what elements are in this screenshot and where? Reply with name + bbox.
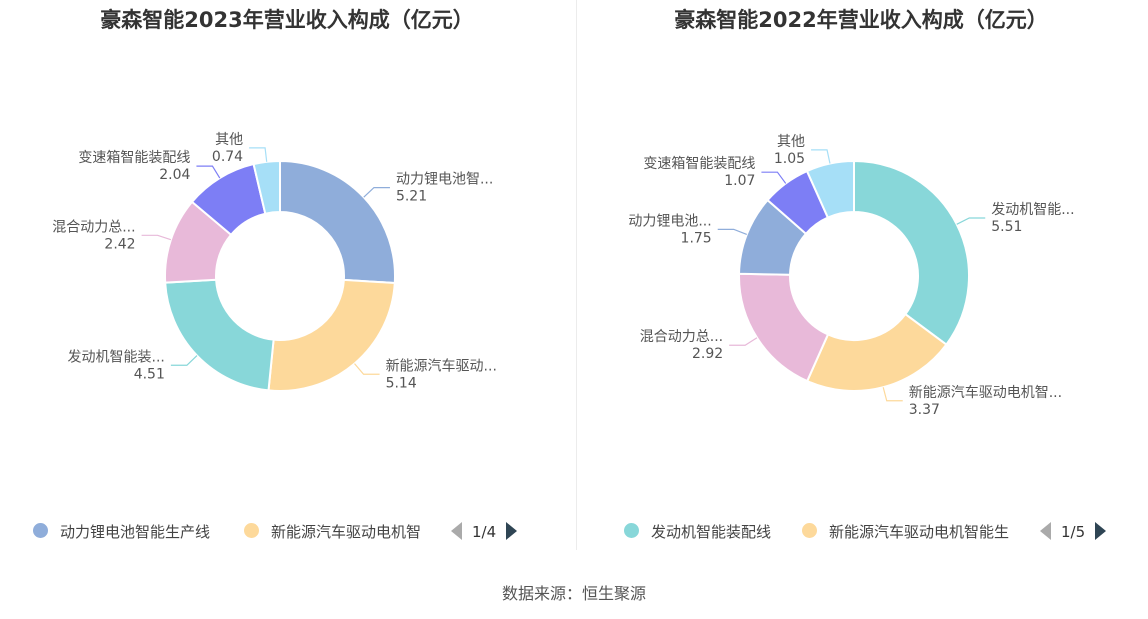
slice-value: 5.21 bbox=[396, 189, 427, 205]
donut-chart-2022: 发动机智能...5.51 新能源汽车驱动电机智...3.37 混合动力总...2.9… bbox=[628, 134, 1074, 418]
legend-page-number: 1/5 bbox=[1061, 523, 1086, 541]
leader-line bbox=[363, 187, 390, 198]
slice-label: 混合动力总... bbox=[52, 219, 135, 235]
slice-label: 变速箱智能装配线 bbox=[78, 150, 190, 166]
pie-slice-1[interactable] bbox=[853, 159, 970, 346]
panel-divider bbox=[576, 0, 577, 550]
legend-label: 新能源汽车驱动电机智 bbox=[271, 523, 422, 541]
slice-label: 发动机智能装... bbox=[68, 349, 165, 365]
slice-value: 0.74 bbox=[212, 149, 243, 165]
next-page-icon[interactable] bbox=[1095, 521, 1107, 540]
leader-line bbox=[729, 337, 758, 346]
next-page-icon[interactable] bbox=[506, 521, 518, 540]
slice-label: 其他 bbox=[215, 132, 243, 148]
legend-label: 新能源汽车驱动电机智能生 bbox=[829, 523, 1010, 541]
leader-line bbox=[956, 217, 986, 225]
leader-line bbox=[717, 228, 747, 235]
chart-panel-2023: 豪森智能2023年营业收入构成（亿元） 动力锂电池智... 5.21 新能源汽车驱动… bbox=[0, 0, 574, 560]
chart-title: 豪森智能2022年营业收入构成（亿元） bbox=[674, 8, 1048, 32]
slice-value: 3.37 bbox=[909, 402, 940, 418]
legend-item-2[interactable]: 新能源汽车驱动电机智能生 bbox=[802, 520, 1009, 544]
pie-slice-6[interactable] bbox=[252, 159, 281, 215]
leader-line bbox=[354, 363, 380, 375]
legend-pager: 1/4 bbox=[451, 520, 518, 544]
legend-label: 动力锂电池智能生产线 bbox=[60, 523, 211, 541]
leader-line bbox=[882, 387, 903, 402]
pie-slice-3[interactable] bbox=[164, 278, 275, 392]
legend-item-1[interactable]: 动力锂电池智能生产线 bbox=[33, 520, 210, 544]
slice-value: 2.04 bbox=[159, 167, 190, 183]
pie-slice-2[interactable] bbox=[805, 312, 948, 392]
slice-label: 其他 bbox=[777, 134, 805, 150]
slice-label: 新能源汽车驱动... bbox=[386, 357, 497, 374]
slice-label: 混合动力总... bbox=[640, 329, 723, 345]
legend-page-number: 1/4 bbox=[472, 523, 497, 541]
legend-label: 发动机智能装配线 bbox=[651, 523, 772, 541]
slice-value: 2.92 bbox=[692, 346, 723, 362]
prev-page-icon[interactable] bbox=[451, 521, 462, 540]
pie-slice-1[interactable] bbox=[279, 159, 396, 285]
slice-value: 4.51 bbox=[134, 366, 165, 382]
chart-panel-2022: 豪森智能2022年营业收入构成（亿元） 发动机智能... 5.51 新能源汽车驱动电… bbox=[574, 0, 1148, 560]
legend-swatch bbox=[802, 523, 817, 538]
slice-label: 发动机智能... bbox=[991, 202, 1074, 218]
leader-line bbox=[196, 165, 221, 179]
leader-line bbox=[249, 147, 268, 162]
slice-value: 2.42 bbox=[104, 236, 135, 252]
slice-label: 变速箱智能装配线 bbox=[643, 156, 755, 172]
leader-line bbox=[811, 149, 831, 164]
prev-page-icon[interactable] bbox=[1040, 521, 1051, 540]
legend-item-2[interactable]: 新能源汽车驱动电机智 bbox=[244, 520, 421, 544]
donut-chart-2023: 动力锂电池智...5.21 新能源汽车驱动...5.14 发动机智能装...4.51… bbox=[52, 132, 497, 392]
legend-swatch bbox=[624, 523, 639, 538]
leader-line bbox=[761, 171, 787, 184]
slice-label: 动力锂电池... bbox=[628, 213, 711, 229]
pie-slice-3[interactable] bbox=[738, 272, 830, 383]
slice-value: 5.14 bbox=[386, 375, 417, 391]
leader-line bbox=[141, 234, 172, 241]
data-source-note: 数据来源：恒生聚源 bbox=[501, 584, 646, 603]
slice-label: 动力锂电池智... bbox=[396, 172, 493, 188]
slice-value: 5.51 bbox=[991, 219, 1022, 235]
slice-value: 1.07 bbox=[724, 173, 755, 189]
leader-line bbox=[170, 355, 198, 366]
pie-slice-2[interactable] bbox=[267, 278, 396, 392]
legend-pager: 1/5 bbox=[1040, 520, 1107, 544]
slice-label: 新能源汽车驱动电机智... bbox=[909, 384, 1062, 401]
slice-value: 1.75 bbox=[681, 230, 712, 246]
legend-swatch bbox=[33, 523, 48, 538]
pie-slice-6[interactable] bbox=[805, 159, 855, 219]
legend-swatch bbox=[244, 523, 259, 538]
legend-item-1[interactable]: 发动机智能装配线 bbox=[624, 520, 771, 544]
chart-title: 豪森智能2023年营业收入构成（亿元） bbox=[100, 8, 474, 32]
slice-value: 1.05 bbox=[774, 151, 805, 167]
